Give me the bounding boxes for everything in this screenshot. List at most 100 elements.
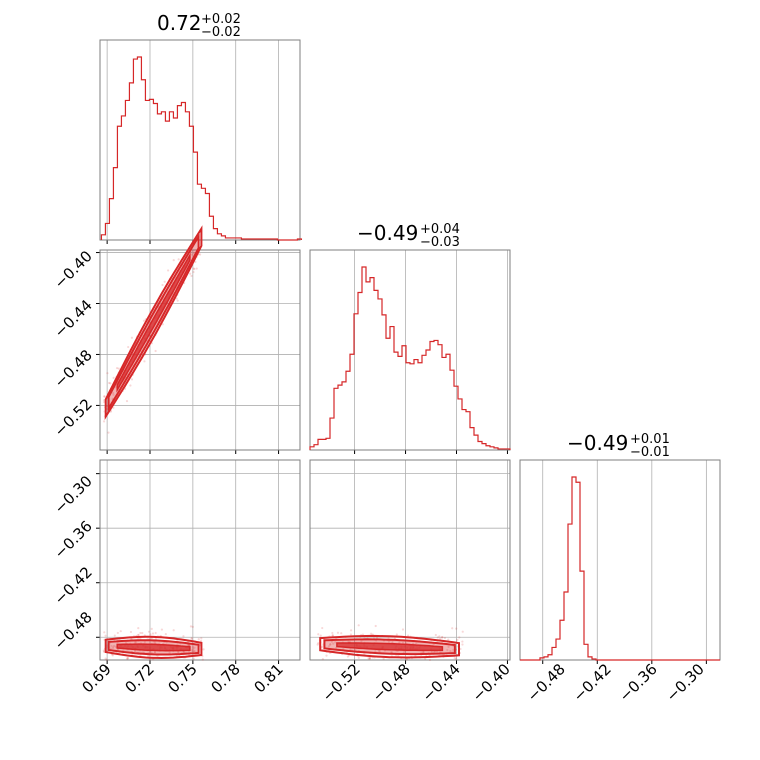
- scatter-point: [331, 634, 334, 637]
- x-tick-label: 0.72: [121, 660, 157, 696]
- scatter-point: [374, 650, 377, 653]
- scatter-point: [432, 643, 435, 646]
- scatter-point: [360, 640, 363, 643]
- scatter-point: [321, 626, 324, 630]
- panel-hist-param1: [309, 249, 511, 454]
- scatter-point: [105, 658, 108, 661]
- scatter-point: [447, 645, 450, 648]
- scatter-point: [387, 640, 390, 643]
- scatter-point: [154, 349, 157, 353]
- scatter-point: [114, 645, 117, 649]
- scatter-point: [199, 253, 202, 256]
- scatter-point: [148, 658, 152, 661]
- scatter-point: [191, 625, 194, 628]
- scatter-point: [422, 650, 425, 654]
- scatter-point: [456, 638, 459, 642]
- scatter-point: [117, 367, 120, 370]
- scatter-point: [330, 640, 334, 643]
- scatter-point: [455, 627, 458, 630]
- scatter-point: [192, 647, 195, 651]
- scatter-point: [434, 633, 437, 637]
- scatter-point: [112, 406, 115, 409]
- scatter-point: [332, 642, 335, 645]
- y-tick-label: −0.36: [51, 517, 96, 562]
- contour-core: [116, 252, 191, 393]
- scatter-point: [422, 651, 425, 654]
- scatter-point: [113, 634, 116, 637]
- panel-hist-param2: [519, 459, 721, 664]
- scatter-point: [192, 657, 195, 660]
- scatter-point: [149, 650, 152, 653]
- scatter-point: [193, 267, 196, 271]
- scatter-point: [443, 636, 447, 640]
- y-tick-label: −0.44: [51, 296, 96, 341]
- scatter-point: [106, 372, 109, 375]
- scatter-point: [317, 633, 320, 636]
- scatter-point: [108, 381, 111, 385]
- scatter-point: [154, 631, 157, 635]
- scatter-point: [451, 627, 454, 630]
- panel-frame: [99, 459, 301, 661]
- y-tick-label: −0.52: [51, 395, 96, 440]
- scatter-point: [160, 628, 164, 631]
- scatter-point: [370, 632, 373, 635]
- scatter-point: [103, 395, 106, 398]
- scatter-point: [374, 624, 377, 628]
- scatter-point: [405, 658, 408, 661]
- scatter-point: [167, 269, 170, 272]
- scatter-point: [334, 646, 338, 650]
- scatter-point: [329, 643, 332, 646]
- scatter-point: [130, 336, 134, 339]
- scatter-point: [346, 655, 349, 658]
- scatter-point: [182, 635, 185, 638]
- scatter-point: [317, 642, 320, 645]
- panel-frame: [309, 249, 511, 451]
- scatter-point: [441, 636, 444, 639]
- scatter-point: [433, 650, 436, 654]
- scatter-point: [461, 643, 464, 646]
- scatter-point: [112, 391, 115, 395]
- scatter-point: [111, 646, 115, 650]
- scatter-point: [102, 649, 105, 652]
- scatter-point: [192, 270, 195, 274]
- scatter-point: [119, 630, 122, 633]
- y-tick-label: −0.48: [51, 608, 96, 653]
- scatter-point: [161, 283, 164, 287]
- scatter-point: [127, 657, 130, 660]
- scatter-point: [349, 633, 353, 636]
- y-tick-label: −0.30: [51, 472, 96, 517]
- panel-frame: [99, 39, 301, 241]
- scatter-point: [382, 657, 385, 660]
- scatter-point: [187, 644, 190, 647]
- x-tick-label: 0.69: [78, 660, 114, 696]
- scatter-point: [453, 657, 456, 660]
- scatter-point: [193, 650, 196, 653]
- scatter-point: [461, 640, 464, 643]
- scatter-point: [192, 267, 195, 270]
- histogram-series: [309, 266, 511, 450]
- contour-core: [336, 642, 444, 652]
- scatter-point: [109, 382, 112, 385]
- scatter-point: [133, 649, 137, 653]
- title-param1-minus: −0.03: [420, 235, 460, 250]
- scatter-point: [334, 641, 337, 644]
- scatter-point: [190, 638, 193, 641]
- scatter-point: [127, 345, 130, 349]
- scatter-point: [110, 644, 113, 648]
- scatter-point: [172, 629, 175, 632]
- scatter-point: [329, 643, 332, 646]
- scatter-point: [125, 657, 129, 660]
- scatter-point: [182, 651, 185, 654]
- title-param0-median: 0.72: [157, 11, 202, 35]
- scatter-point: [368, 657, 371, 660]
- scatter-point: [201, 658, 204, 661]
- title-param1-plus: +0.04: [420, 222, 460, 237]
- y-tick-label: −0.42: [51, 563, 96, 608]
- title-param2-median: −0.49: [567, 431, 628, 455]
- scatter-point: [193, 646, 196, 649]
- x-tick-label: −0.42: [570, 660, 615, 705]
- contour-core: [116, 643, 191, 652]
- scatter-point: [350, 629, 353, 632]
- scatter-point: [331, 634, 334, 637]
